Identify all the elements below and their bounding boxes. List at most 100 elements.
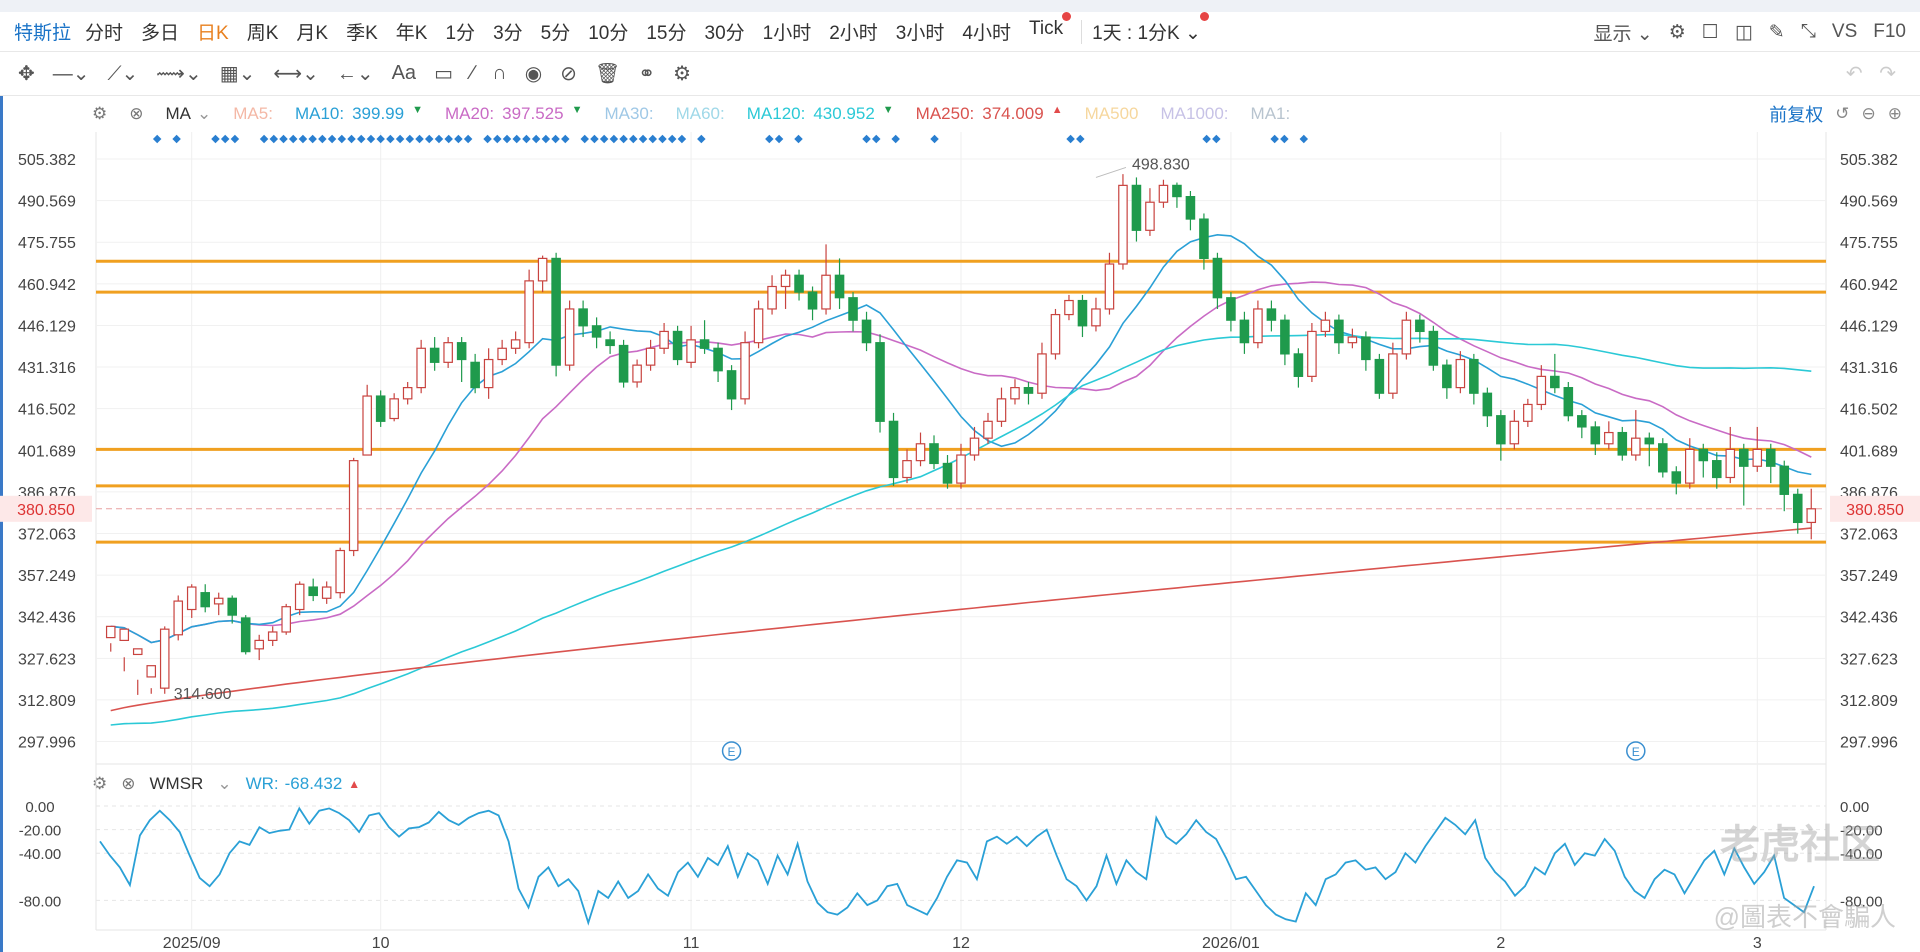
period-tab[interactable]: 5分 — [540, 23, 571, 44]
signal-diamond — [891, 134, 900, 144]
period-tab[interactable]: 2小时 — [829, 23, 878, 44]
polyline-tool-icon[interactable]: ⟋⌄ — [107, 63, 139, 85]
period-tab[interactable]: 15分 — [646, 23, 687, 44]
collapse-icon[interactable]: ⤡ — [1800, 21, 1816, 42]
close-icon[interactable]: ⊗ — [121, 774, 136, 793]
ma-item[interactable]: MA250: 374.009 ▲ — [916, 104, 1063, 124]
text-tool[interactable]: Aa — [391, 62, 417, 84]
ma-item[interactable]: MA500 — [1085, 104, 1139, 124]
camera-icon[interactable]: ◫ — [1734, 21, 1753, 43]
candle-up — [1509, 420, 1520, 445]
eye-icon[interactable]: ◉ — [524, 63, 543, 85]
display-menu[interactable]: 显示 ⌄ — [1593, 23, 1653, 45]
candle-up — [1307, 330, 1317, 377]
interval-select[interactable]: 1天 : 1分K ⌄ — [1092, 12, 1209, 45]
candle-down — [1239, 319, 1250, 344]
f10-button[interactable]: F10 — [1873, 21, 1906, 42]
y-tick-label-left: 401.689 — [18, 443, 76, 460]
chevron-down-icon[interactable]: ⌄ — [217, 774, 232, 793]
hide-icon[interactable]: ⊘ — [560, 63, 577, 85]
ma250-line — [110, 527, 1812, 712]
period-tab[interactable]: 季K — [346, 23, 378, 44]
period-tab[interactable]: 周K — [246, 23, 279, 44]
period-tab[interactable]: 日K — [197, 23, 229, 44]
candle-down — [1738, 448, 1749, 467]
brush-icon[interactable]: ∕ — [470, 62, 475, 84]
wave-tool-icon[interactable]: ⟿⌄ — [156, 63, 202, 85]
gear-icon[interactable]: ⚙ — [1668, 21, 1686, 43]
close-icon[interactable]: ⊗ — [129, 104, 144, 123]
candle-up — [1104, 263, 1115, 310]
candle-up — [254, 639, 264, 650]
line-tool-icon[interactable]: —⌄ — [52, 63, 90, 85]
ma-item[interactable]: MA1000: — [1160, 104, 1228, 124]
signal-diamond — [862, 134, 871, 144]
candle-down — [591, 325, 602, 338]
period-tab[interactable]: 3分 — [493, 23, 523, 44]
ma-item[interactable]: MA60: — [676, 104, 725, 124]
candle-down — [1765, 448, 1776, 467]
layout-icon[interactable]: ☐ — [1701, 21, 1719, 43]
period-tab[interactable]: 多日 — [141, 23, 180, 44]
period-tab[interactable]: 月K — [296, 23, 329, 44]
period-tab[interactable]: 1分 — [445, 23, 476, 44]
period-tab[interactable]: 4小时 — [962, 23, 1011, 44]
trash-icon[interactable]: 🗑 — [594, 63, 621, 85]
magnet-icon[interactable]: ∩ — [492, 62, 507, 84]
arrow-tool-icon[interactable]: ←⌄ — [336, 63, 374, 85]
ma-item-value: 374.009 — [982, 104, 1044, 123]
adjust-mode[interactable]: 前复权 — [1769, 105, 1824, 125]
comment-icon[interactable]: ▭ — [434, 63, 453, 85]
current-price-label-left: 380.850 — [17, 502, 75, 519]
link-icon[interactable]: ⚭ — [638, 63, 656, 85]
ma-item[interactable]: MA20: 397.525 ▼ — [445, 104, 582, 124]
candle-down — [672, 330, 683, 361]
vs-button[interactable]: VS — [1831, 21, 1858, 42]
ma-item[interactable]: MA1: — [1251, 104, 1291, 124]
period-tab[interactable]: 30分 — [704, 23, 745, 44]
candle-up — [632, 364, 642, 383]
event-marker-label: E — [1632, 745, 1640, 759]
display-label: 显示 — [1593, 23, 1632, 45]
candle-up — [105, 625, 116, 639]
undo-redo-icon[interactable]: ↶ ↷ — [1845, 63, 1896, 85]
period-tab[interactable]: 1小时 — [762, 23, 812, 44]
candle-up — [1536, 375, 1547, 406]
signal-diamond — [152, 134, 162, 144]
ma-item[interactable]: MA5: — [233, 104, 273, 124]
period-tab[interactable]: 3小时 — [895, 23, 945, 44]
y-tick-label-right: 490.569 — [1840, 194, 1898, 211]
signal-diamond — [512, 134, 521, 144]
gear-icon[interactable]: ⚙ — [92, 104, 108, 123]
zoom-in-icon[interactable]: ⊕ — [1887, 104, 1902, 123]
zoom-out-icon[interactable]: ⊖ — [1861, 104, 1876, 123]
ma-item[interactable]: MA30: — [604, 104, 653, 124]
candle-down — [1442, 364, 1452, 389]
ma-item[interactable]: MA10: 399.99 ▼ — [295, 104, 423, 124]
ma-item[interactable]: MA120: 430.952 ▼ — [747, 104, 894, 124]
measure-tool-icon[interactable]: ⟷⌄ — [273, 63, 319, 85]
pencil-icon[interactable]: ✎ — [1768, 21, 1785, 43]
candle-down — [618, 344, 629, 383]
settings-icon[interactable]: ⚙ — [673, 63, 691, 85]
period-tab[interactable]: 年K — [395, 23, 428, 44]
ma-indicator-name[interactable]: MA — [165, 104, 192, 123]
candle-down — [794, 274, 804, 293]
move-icon[interactable]: ✥ — [18, 63, 35, 85]
chevron-down-icon: ⌄ — [1185, 23, 1201, 44]
reset-icon[interactable]: ↺ — [1835, 104, 1850, 123]
period-tab[interactable]: Tick — [1029, 12, 1072, 45]
grid-tool-icon[interactable]: ▦⌄ — [219, 63, 256, 85]
candle-down — [713, 347, 723, 372]
watermark-brand: 老虎社区 — [1720, 823, 1880, 867]
period-tab[interactable]: 分时 — [85, 23, 124, 44]
symbol-name[interactable]: 特斯拉 — [14, 23, 72, 44]
signal-diamond — [1270, 134, 1279, 144]
chevron-down-icon[interactable]: ⌄ — [197, 104, 212, 123]
wr-indicator-name[interactable]: WMSR — [149, 774, 204, 793]
ma10-line — [110, 233, 1812, 644]
period-tab[interactable]: 10分 — [588, 23, 629, 44]
candle-down — [1077, 299, 1088, 327]
y-tick-label-right: 342.436 — [1840, 610, 1898, 627]
